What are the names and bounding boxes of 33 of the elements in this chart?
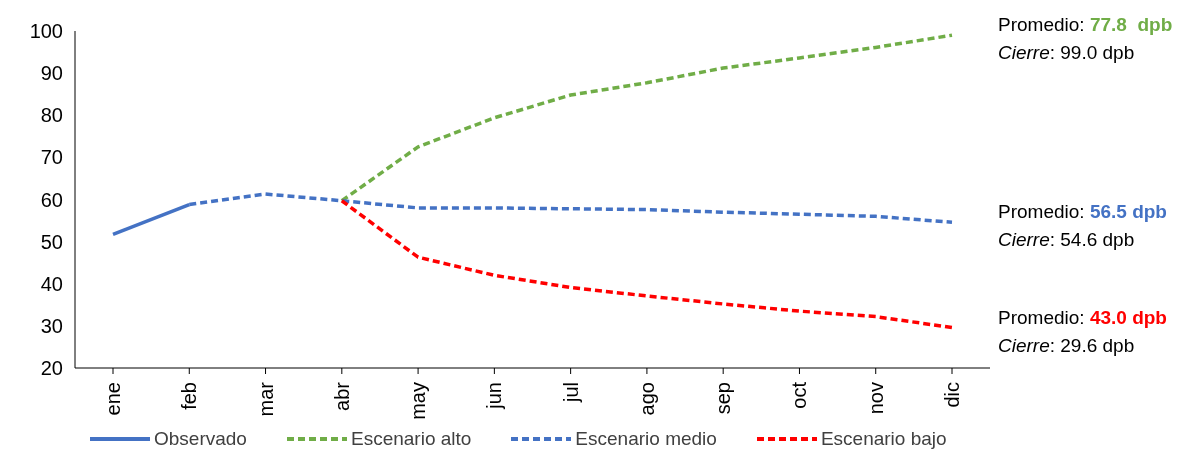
legend-label: Observado — [154, 428, 247, 450]
x-tick-label: nov — [864, 382, 887, 415]
x-tick-label: abr — [330, 381, 353, 411]
text: Cierre: 54.6 dpb — [998, 229, 1135, 251]
y-tick-label: 50 — [40, 230, 63, 253]
x-tick-label: jul — [559, 382, 582, 404]
y-tick-label: 90 — [40, 62, 63, 85]
x-tick-label: sep — [712, 382, 735, 415]
text: Promedio: 43.0 dpb — [998, 306, 1167, 328]
line-series — [340, 33, 954, 203]
line-series — [340, 199, 954, 330]
x-tick-label: ago — [635, 382, 658, 416]
x-tick-label: feb — [178, 382, 201, 410]
text: Cierre: 99.0 dpb — [998, 42, 1135, 64]
text: Cierre: 29.6 dpb — [998, 334, 1135, 356]
y-tick-label: 70 — [40, 146, 63, 169]
x-tick-label: ene — [102, 382, 124, 416]
y-tick-label: 20 — [40, 357, 63, 379]
y-tick-label: 30 — [40, 314, 63, 337]
legend-label: Escenario alto — [350, 428, 472, 450]
x-tick-label: oct — [788, 381, 811, 409]
y-tick-label: 60 — [40, 188, 63, 211]
x-tick-label: may — [407, 382, 430, 420]
legend-label: Escenario medio — [575, 428, 717, 450]
text: Promedio: 77.8 dpb — [998, 14, 1173, 36]
legend-label: Escenario bajo — [820, 428, 947, 450]
y-tick-label: 80 — [40, 104, 63, 127]
x-tick-label: mar — [254, 381, 277, 417]
y-tick-label: 100 — [29, 20, 63, 42]
x-tick-label: dic — [941, 382, 963, 408]
text: Promedio: 56.5 dpb — [998, 201, 1167, 223]
x-tick-label: jun — [483, 382, 506, 410]
y-tick-label: 40 — [40, 272, 63, 295]
